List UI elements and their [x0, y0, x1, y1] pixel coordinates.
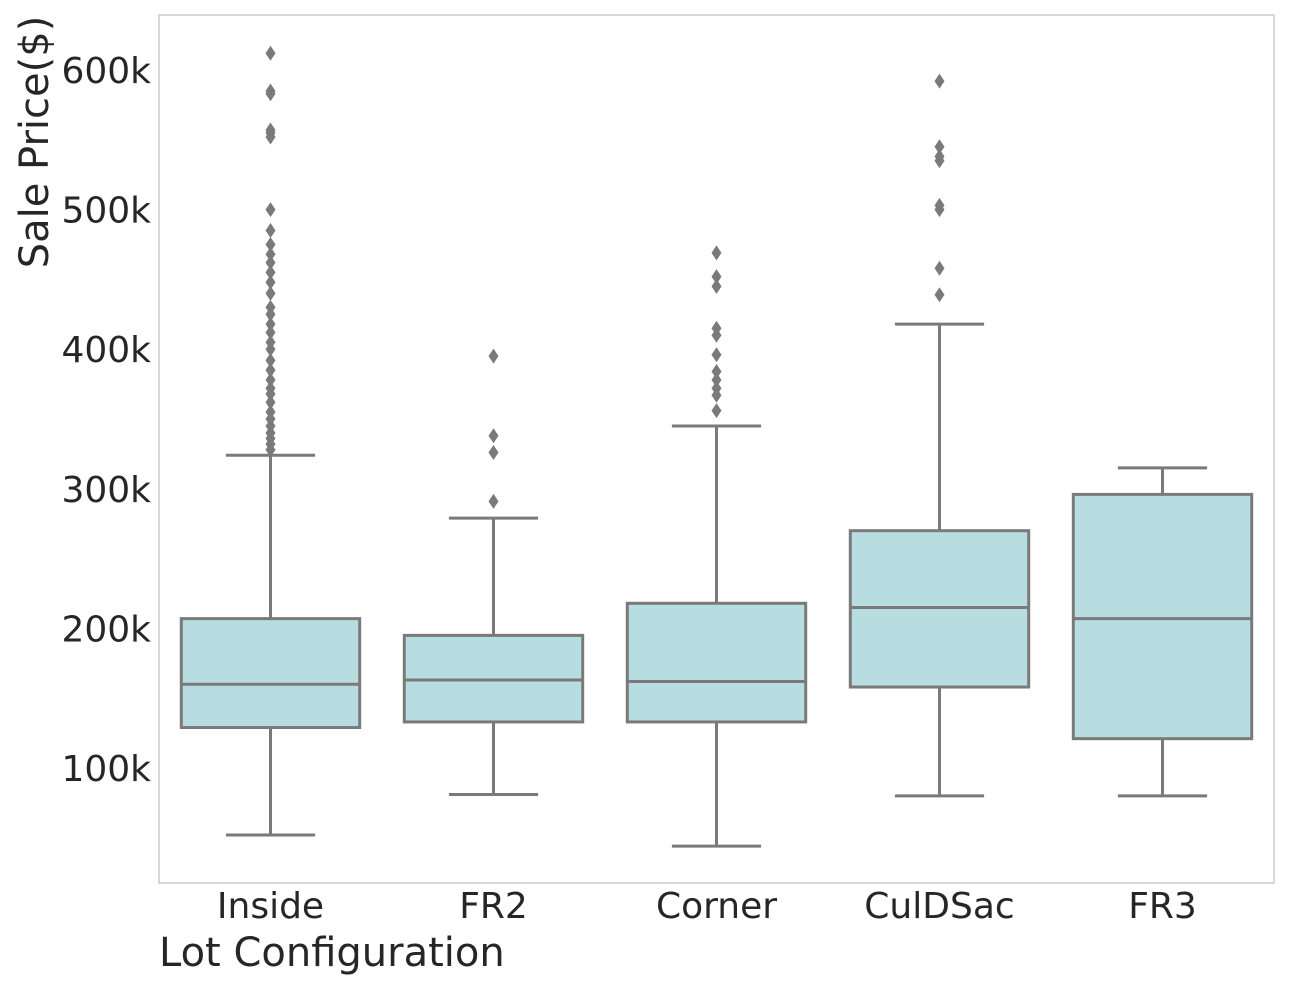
- outlier-point: [265, 45, 276, 61]
- iqr-box: [179, 617, 362, 730]
- outlier-point: [265, 324, 276, 340]
- outlier-point: [265, 442, 276, 458]
- x-tick-label: FR3: [1128, 886, 1197, 927]
- outlier-point: [265, 223, 276, 239]
- outlier-point: [265, 237, 276, 252]
- outlier-point: [934, 260, 945, 276]
- box-corner: [625, 245, 808, 848]
- outlier-point: [265, 129, 276, 145]
- outlier-point: [934, 73, 945, 89]
- outlier-point: [265, 202, 276, 218]
- x-tick-label: CulDSac: [864, 886, 1014, 927]
- outlier-point: [265, 246, 276, 262]
- outlier-point: [265, 316, 276, 332]
- outlier-point: [934, 287, 945, 303]
- iqr-box: [1071, 492, 1254, 741]
- y-tick-label: 500k: [61, 191, 151, 232]
- outlier-point: [265, 394, 276, 410]
- outlier-point: [265, 372, 276, 388]
- outlier-point: [488, 348, 499, 364]
- outlier-point: [265, 362, 276, 378]
- outlier-point: [711, 245, 722, 261]
- outlier-point: [265, 264, 276, 280]
- outlier-point: [711, 372, 722, 388]
- outlier-point: [265, 86, 276, 102]
- y-tick-label: 400k: [61, 330, 151, 371]
- y-tick-label: 200k: [61, 609, 151, 650]
- y-tick-label: 100k: [61, 749, 151, 790]
- outlier-point: [711, 387, 722, 403]
- y-axis-label: Sale Price($): [12, 16, 58, 269]
- outlier-point: [265, 341, 276, 357]
- plot-frame: [158, 14, 1275, 884]
- outlier-point: [934, 202, 945, 218]
- x-tick-label: FR2: [459, 886, 528, 927]
- outlier-point: [711, 364, 722, 380]
- outlier-point: [265, 352, 276, 368]
- x-axis-ticks: Inside FR2 Corner CulDSac FR3: [217, 886, 1197, 927]
- outlier-point: [488, 445, 499, 461]
- outlier-point: [265, 386, 276, 402]
- outlier-point: [265, 255, 276, 271]
- plot-area: [179, 45, 1254, 848]
- outlier-point: [711, 269, 722, 285]
- outlier-point: [934, 153, 945, 169]
- box-inside: [179, 45, 362, 837]
- outlier-point: [711, 278, 722, 294]
- iqr-box: [625, 601, 808, 724]
- outlier-point: [711, 327, 722, 343]
- outlier-point: [265, 285, 276, 301]
- outlier-point: [488, 493, 499, 509]
- outlier-point: [265, 306, 276, 322]
- box-culdsac: [848, 73, 1031, 798]
- outlier-point: [488, 428, 499, 444]
- y-tick-label: 300k: [61, 470, 151, 511]
- outlier-point: [934, 139, 945, 155]
- x-tick-label: Inside: [217, 886, 324, 927]
- box-fr2: [402, 348, 585, 797]
- outlier-point: [711, 347, 722, 363]
- x-axis-label: Lot Configuration: [159, 930, 505, 976]
- y-axis-ticks: 100k 200k 300k 400k 500k 600k: [61, 51, 151, 790]
- box-fr3: [1071, 466, 1254, 798]
- x-tick-label: Corner: [656, 886, 777, 927]
- outlier-point: [265, 274, 276, 290]
- y-tick-label: 600k: [61, 51, 151, 92]
- outlier-point: [711, 403, 722, 419]
